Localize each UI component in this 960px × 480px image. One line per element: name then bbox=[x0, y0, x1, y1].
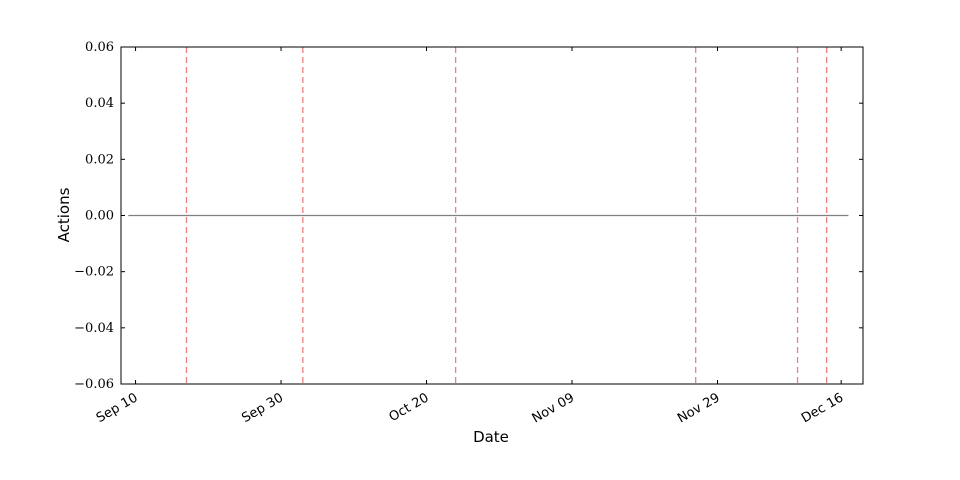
y-tick-label: −0.06 bbox=[74, 377, 114, 392]
x-axis-label: Date bbox=[473, 428, 509, 446]
y-tick-label: 0.02 bbox=[85, 152, 114, 167]
x-tick-label: Sep 30 bbox=[239, 390, 286, 426]
y-tick-label: 0.00 bbox=[85, 209, 114, 224]
y-tick-label: −0.02 bbox=[74, 265, 114, 280]
y-axis-label: Actions bbox=[55, 187, 73, 242]
x-tick-label: Dec 16 bbox=[799, 390, 846, 426]
y-tick-label: 0.04 bbox=[85, 96, 114, 111]
x-tick-label: Oct 20 bbox=[387, 390, 432, 425]
event-lines bbox=[185, 47, 828, 384]
y-axis: 0.06 0.04 0.02 0.00 −0.02 −0.04 −0.06 bbox=[74, 40, 863, 392]
x-tick-label: Nov 29 bbox=[675, 390, 722, 426]
y-tick-label: 0.06 bbox=[85, 40, 114, 55]
y-tick-label: −0.04 bbox=[74, 321, 114, 336]
x-tick-label: Sep 10 bbox=[94, 390, 141, 426]
x-tick-label: Nov 09 bbox=[530, 390, 577, 426]
